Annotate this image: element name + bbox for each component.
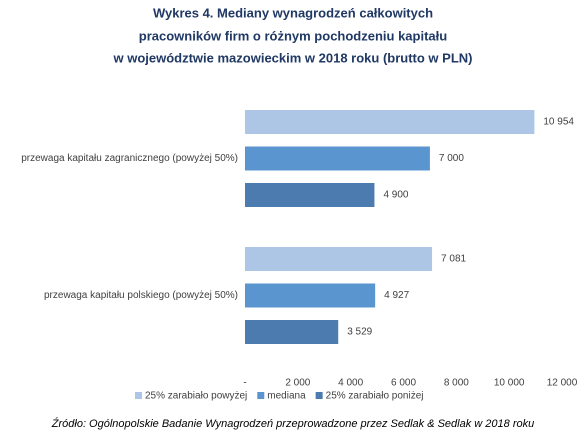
x-tick-label: 12 000 xyxy=(547,378,578,389)
value-label: 7 000 xyxy=(439,153,464,164)
legend-label: 25% zarabiało poniżej xyxy=(326,391,424,402)
value-label: 4 900 xyxy=(383,190,408,201)
x-tick-label: 4 000 xyxy=(338,378,363,389)
legend-swatch xyxy=(257,392,265,399)
source-note: Źródło: Ogólnopolskie Badanie Wynagrodze… xyxy=(51,417,534,430)
value-label: 3 529 xyxy=(347,327,372,338)
legend-label: 25% zarabiało powyżej xyxy=(145,391,247,402)
x-tick-label: 8 000 xyxy=(444,378,469,389)
value-label: 7 081 xyxy=(441,254,466,265)
value-label: 4 927 xyxy=(384,290,409,301)
bar xyxy=(245,146,430,171)
bar xyxy=(245,183,375,207)
legend-swatch xyxy=(315,392,323,399)
legend-label: mediana xyxy=(267,391,306,402)
x-tick-label: 2 000 xyxy=(285,378,310,389)
chart-title: pracowników firm o różnym pochodzeniu ka… xyxy=(139,28,447,43)
x-tick-label: 6 000 xyxy=(391,378,416,389)
bar xyxy=(245,247,433,271)
category-label: przewaga kapitału zagranicznego (powyżej… xyxy=(21,153,238,164)
value-label: 10 954 xyxy=(543,117,574,128)
x-tick-label: - xyxy=(243,378,246,389)
bar xyxy=(245,320,339,344)
category-label: przewaga kapitału polskiego (powyżej 50%… xyxy=(44,290,238,301)
legend-swatch xyxy=(135,392,142,399)
bar xyxy=(245,110,535,134)
x-tick-label: 10 000 xyxy=(494,378,525,389)
bar xyxy=(245,283,376,308)
chart-title: Wykres 4. Mediany wynagrodzeń całkowityc… xyxy=(153,5,433,20)
chart-title: w województwie mazowieckim w 2018 roku (… xyxy=(112,50,472,65)
